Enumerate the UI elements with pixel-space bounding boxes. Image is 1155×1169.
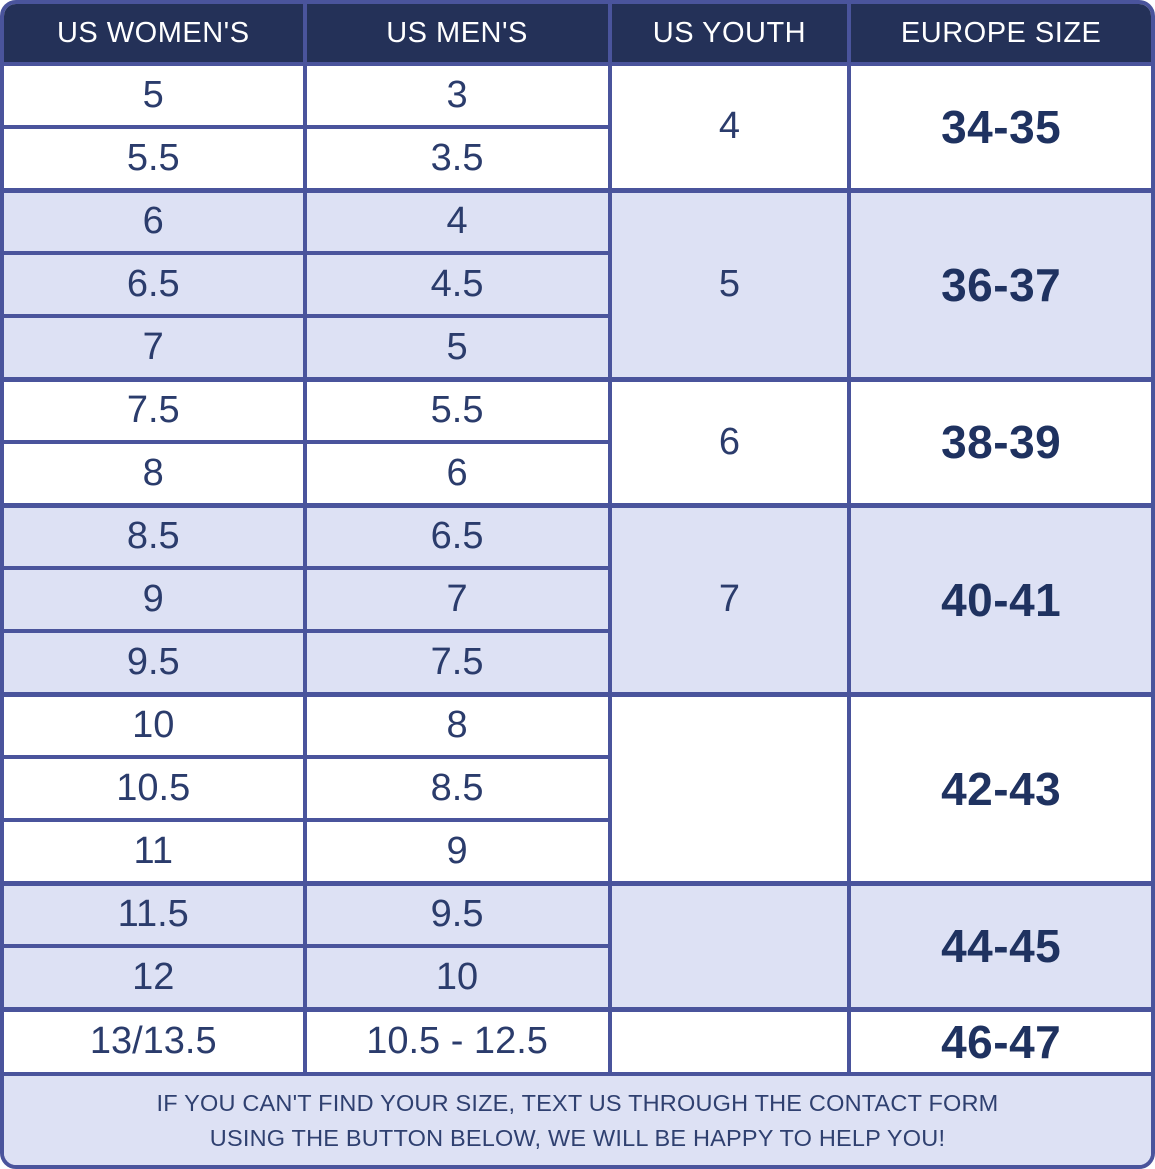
womens-size-cell: 5.5	[4, 125, 307, 192]
mens-size-cell: 6.5	[302, 502, 612, 570]
womens-size-cell: 13/13.5	[4, 1006, 307, 1072]
womens-size-cell: 7	[4, 314, 307, 381]
footer-line-2: USING THE BUTTON BELOW, WE WILL BE HAPPY…	[209, 1124, 946, 1151]
mens-size-cell: 10	[302, 944, 610, 1011]
europe-size-cell: 40-41	[847, 502, 1151, 696]
womens-size-cell: 5	[4, 62, 307, 129]
table-row: 5 3 4 34-35	[4, 62, 1151, 192]
europe-size-cell: 46-47	[847, 1006, 1151, 1072]
youth-size-cell: 7	[607, 502, 852, 696]
mens-size-cell: 3	[302, 62, 612, 129]
mens-size-cell: 6	[302, 440, 610, 507]
youth-size-cell	[607, 691, 852, 885]
table-row: 11.5 9.5 44-45	[4, 880, 1151, 1011]
table-row: 10.5 8.5	[4, 755, 1151, 822]
size-table-body: 5 3 4 34-35 5.5 3.5 6 4 5 36-37 6.5 4.5 7 5 7.5 5.5 6 38-…	[4, 62, 1151, 1072]
size-table-header: US WOMEN'S US MEN'S US YOUTH EUROPE SIZE	[4, 4, 1151, 66]
womens-size-cell: 7.5	[4, 376, 307, 444]
europe-size-cell: 38-39	[847, 376, 1151, 507]
womens-size-cell: 11	[4, 818, 307, 885]
mens-size-cell: 8.5	[302, 755, 610, 822]
europe-size-cell: 44-45	[847, 880, 1151, 1011]
table-row: 12 10	[4, 944, 1151, 1011]
womens-size-cell: 8.5	[4, 502, 307, 570]
table-row: 8.5 6.5 7 40-41	[4, 502, 1151, 696]
table-row: 5.5 3.5	[4, 125, 1151, 192]
mens-size-cell: 7.5	[302, 629, 610, 696]
table-row: 7.5 5.5 6 38-39	[4, 376, 1151, 507]
mens-size-cell: 4	[302, 187, 612, 255]
mens-size-cell: 7	[302, 566, 610, 633]
youth-size-cell	[607, 880, 852, 1011]
youth-size-cell: 4	[607, 62, 852, 192]
womens-size-cell: 12	[4, 944, 307, 1011]
footer-note: IF YOU CAN'T FIND YOUR SIZE, TEXT US THR…	[4, 1072, 1151, 1165]
womens-size-cell: 6	[4, 187, 307, 255]
column-header-europe-size: EUROPE SIZE	[847, 4, 1151, 66]
mens-size-cell: 9.5	[302, 880, 612, 948]
womens-size-cell: 9	[4, 566, 307, 633]
column-header-us-mens: US MEN'S	[302, 4, 612, 66]
womens-size-cell: 6.5	[4, 251, 307, 318]
mens-size-cell: 8	[302, 691, 612, 759]
header-row: US WOMEN'S US MEN'S US YOUTH EUROPE SIZE	[4, 4, 1151, 66]
table-row: 10 8 42-43	[4, 691, 1151, 885]
column-header-us-youth: US YOUTH	[607, 4, 852, 66]
mens-size-cell: 10.5 - 12.5	[302, 1006, 612, 1072]
table-row: 9.5 7.5	[4, 629, 1151, 696]
womens-size-cell: 10	[4, 691, 307, 759]
youth-size-cell	[607, 1006, 852, 1072]
footer-line-1: IF YOU CAN'T FIND YOUR SIZE, TEXT US THR…	[156, 1090, 999, 1117]
table-row: 6.5 4.5	[4, 251, 1151, 318]
table-row: 6 4 5 36-37	[4, 187, 1151, 381]
womens-size-cell: 8	[4, 440, 307, 507]
mens-size-cell: 5	[302, 314, 610, 381]
womens-size-cell: 10.5	[4, 755, 307, 822]
size-table: US WOMEN'S US MEN'S US YOUTH EUROPE SIZE…	[4, 4, 1151, 1072]
europe-size-cell: 42-43	[847, 691, 1151, 885]
table-row: 13/13.5 10.5 - 12.5 46-47	[4, 1006, 1151, 1072]
mens-size-cell: 3.5	[302, 125, 610, 192]
womens-size-cell: 9.5	[4, 629, 307, 696]
mens-size-cell: 9	[302, 818, 610, 885]
mens-size-cell: 5.5	[302, 376, 612, 444]
youth-size-cell: 6	[607, 376, 852, 507]
youth-size-cell: 5	[607, 187, 852, 381]
mens-size-cell: 4.5	[302, 251, 610, 318]
europe-size-cell: 34-35	[847, 62, 1151, 192]
womens-size-cell: 11.5	[4, 880, 307, 948]
table-row: 11 9	[4, 818, 1151, 885]
europe-size-cell: 36-37	[847, 187, 1151, 381]
column-header-us-womens: US WOMEN'S	[4, 4, 307, 66]
